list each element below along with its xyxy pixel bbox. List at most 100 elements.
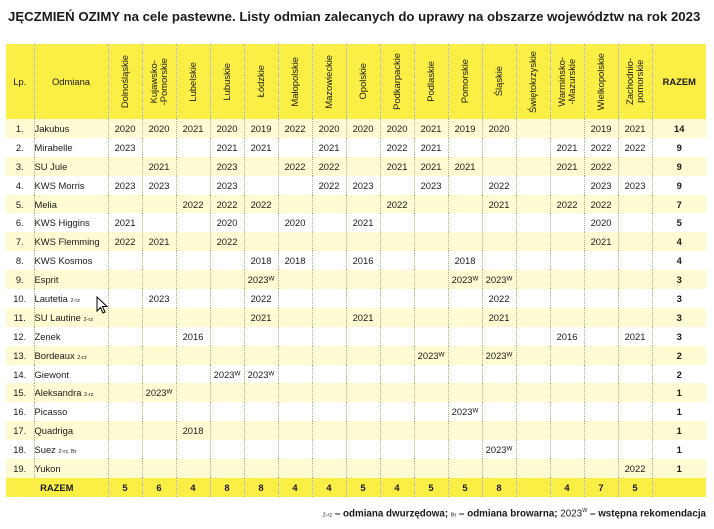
year-cell <box>584 421 619 441</box>
year-cell <box>618 440 653 460</box>
year-cell: 2020 <box>210 213 245 233</box>
header-region-label: Podkarpackie <box>391 53 402 110</box>
year-cell <box>210 270 245 290</box>
year-cell: 2016 <box>176 326 211 346</box>
footer-total: 5 <box>618 477 653 497</box>
legend-symbol-year: 2023 <box>560 508 583 520</box>
year-cell <box>618 402 653 422</box>
year-cell <box>176 251 211 271</box>
footer-total: 7 <box>584 477 619 497</box>
header-region: Łódzkie <box>244 44 279 119</box>
year-cell: 2021 <box>584 232 619 252</box>
year-cell <box>448 421 483 441</box>
year-cell <box>414 421 449 441</box>
footer-total: 4 <box>380 477 415 497</box>
legend-text-two-row: – odmiana dwurzędowa; <box>332 508 451 520</box>
year-cell <box>618 270 653 290</box>
year-cell <box>550 232 585 252</box>
year-cell <box>142 137 177 157</box>
year-cell <box>550 119 585 138</box>
row-total: 3 <box>652 270 706 290</box>
variety-name: Giewont <box>34 368 69 380</box>
variety-name-cell: Esprit <box>34 270 109 290</box>
variety-name-cell: KWS Higgins <box>34 213 109 233</box>
header-region-label: Warmińsko- -Mazurskie <box>556 56 577 107</box>
variety-name: Mirabelle <box>34 141 73 153</box>
year-cell <box>278 345 313 365</box>
year-cell <box>380 364 415 384</box>
year-cell <box>482 326 517 346</box>
year-cell <box>346 137 381 157</box>
footer-total: 8 <box>244 477 279 497</box>
year-cell <box>448 307 483 327</box>
year-cell <box>550 421 585 441</box>
header-lp: Lp. <box>6 44 35 119</box>
footer-total: 8 <box>210 477 245 497</box>
year-cell <box>584 307 619 327</box>
variety-name: KWS Kosmos <box>34 255 93 267</box>
year-cell: 2022 <box>312 175 347 195</box>
legend-text-preliminary: – wstępna rekomendacja <box>587 508 706 520</box>
year-cell <box>210 402 245 422</box>
year-cell <box>482 459 517 478</box>
table-row: 4. KWS Morris 2023 2023 2023 2022 2023 2023 2022… <box>6 175 706 195</box>
year-cell: 2022 <box>210 232 245 252</box>
footer-total: 8 <box>482 477 517 497</box>
variety-name: KWS Morris <box>34 179 85 191</box>
variety-name-cell: KWS Flemming <box>34 232 109 252</box>
year-cell: 2020 <box>380 119 415 138</box>
year-cell <box>584 364 619 384</box>
year-cell <box>550 307 585 327</box>
year-cell <box>414 459 449 478</box>
footer-total: 5 <box>346 477 381 497</box>
year-cell <box>108 421 143 441</box>
year-cell <box>448 175 483 195</box>
year-cell: 2018 <box>278 251 313 271</box>
year-cell <box>278 137 313 157</box>
header-region-label: Małopolskie <box>289 56 300 107</box>
table-row: 15. Aleksandra 2-rz 2023ᵂ 1 <box>6 383 706 403</box>
year-cell: 2023 <box>584 175 619 195</box>
year-cell <box>176 383 211 403</box>
year-cell <box>346 326 381 346</box>
header-region-label: Podlaskie <box>425 61 436 102</box>
variety-name: Jakubus <box>34 122 70 134</box>
year-cell <box>346 156 381 176</box>
year-cell <box>346 364 381 384</box>
year-cell <box>244 440 279 460</box>
year-cell <box>108 459 143 478</box>
year-cell <box>618 156 653 176</box>
row-number: 18. <box>6 440 35 460</box>
year-cell <box>108 364 143 384</box>
year-cell <box>346 421 381 441</box>
row-number: 14. <box>6 364 35 384</box>
variety-name-cell: Quadriga <box>34 421 109 441</box>
variety-name: Quadriga <box>34 425 74 437</box>
year-cell <box>414 232 449 252</box>
year-cell <box>414 289 449 308</box>
header-region: Wielkopolskie <box>584 44 619 119</box>
footer-total: 4 <box>176 477 211 497</box>
year-cell <box>346 194 381 214</box>
year-cell <box>550 383 585 403</box>
year-cell: 2022 <box>618 137 653 157</box>
year-cell: 2023 <box>414 175 449 195</box>
variety-note: 2-rz <box>84 392 94 399</box>
year-cell: 2022 <box>244 289 279 308</box>
year-cell: 2021 <box>618 326 653 346</box>
year-cell <box>414 251 449 271</box>
year-cell <box>380 326 415 346</box>
year-cell <box>244 383 279 403</box>
variety-name-cell: Suez 2-rz, Br <box>34 440 109 460</box>
year-cell: 2022 <box>176 194 211 214</box>
year-cell <box>448 345 483 365</box>
year-cell <box>550 251 585 271</box>
year-cell <box>108 345 143 365</box>
year-cell <box>176 402 211 422</box>
year-cell: 2020 <box>210 119 245 138</box>
year-cell: 2019 <box>584 119 619 138</box>
year-cell <box>584 402 619 422</box>
year-cell: 2023ᵂ <box>142 383 177 403</box>
year-cell <box>584 326 619 346</box>
year-cell <box>550 213 585 233</box>
